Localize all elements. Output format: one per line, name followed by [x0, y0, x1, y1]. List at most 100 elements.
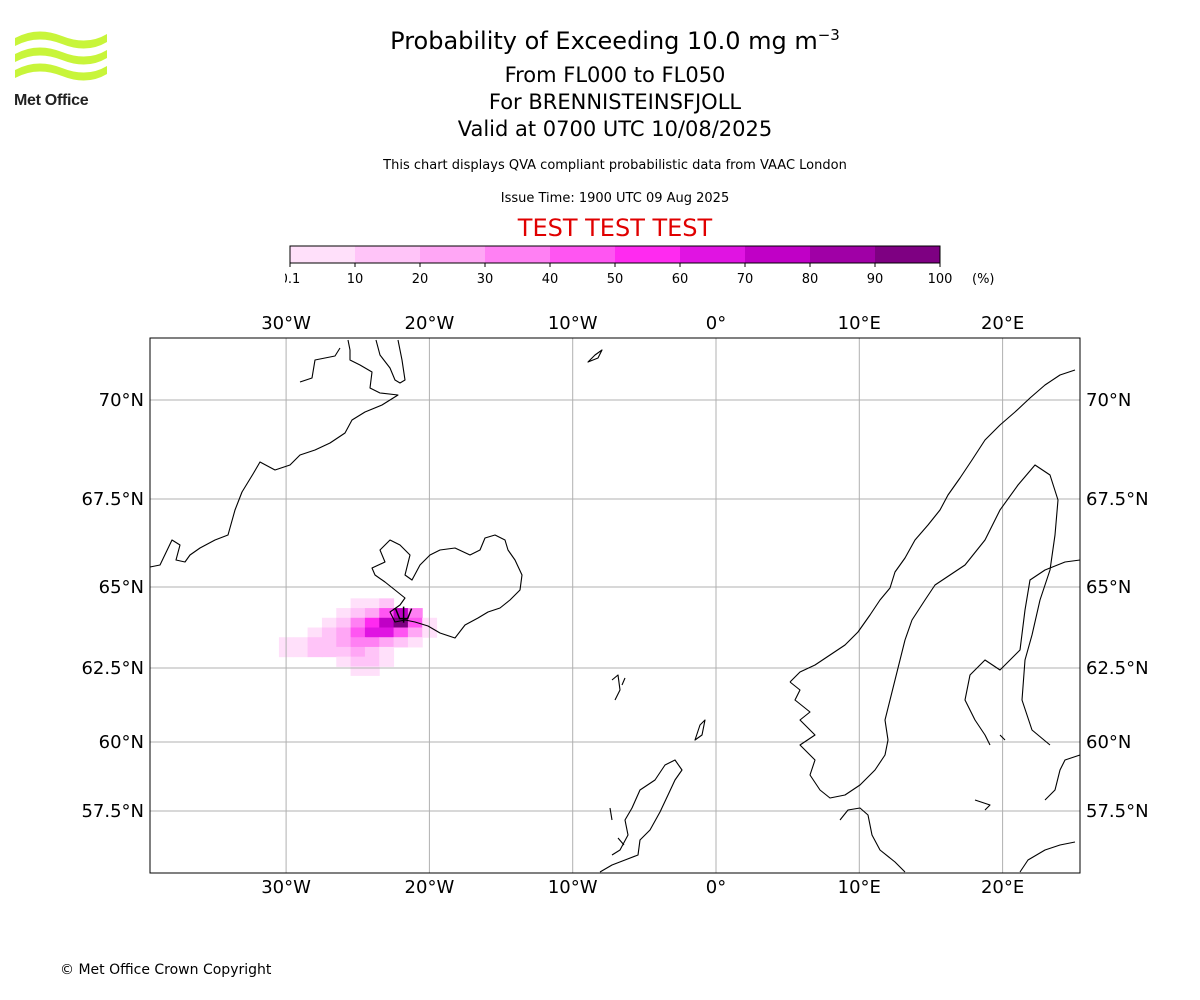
norway-coast — [789, 369, 1076, 799]
probability-cell — [393, 608, 409, 619]
lat-label-left: 70°N — [99, 390, 144, 411]
probability-cell — [379, 656, 395, 667]
iceland-coast — [371, 534, 523, 639]
probability-cell — [336, 627, 352, 638]
lat-label-right: 67.5°N — [1086, 489, 1149, 510]
lat-label-left: 67.5°N — [81, 489, 144, 510]
title-exponent: −3 — [817, 26, 840, 44]
colorbar-tick-label: 50 — [607, 272, 624, 287]
colorbar-tick-label: 0.1 — [285, 272, 300, 287]
probability-cell — [364, 637, 380, 648]
map-frame — [149, 337, 1081, 874]
coastlines — [149, 339, 1081, 873]
test-banner: TEST TEST TEST — [517, 214, 713, 242]
probability-cell — [407, 608, 423, 619]
probability-cell — [336, 608, 352, 619]
chart-title: Probability of Exceeding 10.0 mg m−3 — [0, 27, 1200, 55]
axis-labels: 30°W 30°W 20°W 20°W 10°W 10°W 0° 0° 10°E 10°E 20°E… — [81, 313, 1148, 898]
colorbar-segment — [290, 246, 355, 263]
probability-cell — [307, 627, 323, 638]
probability-cell — [336, 656, 352, 667]
lon-label-bottom: 30°W — [261, 877, 311, 898]
graticule — [150, 338, 1080, 873]
scotland-coast — [599, 759, 683, 873]
colorbar-segment — [355, 246, 420, 263]
probability-cell — [307, 637, 323, 648]
volcano-name: For BRENNISTEINSFJOLL — [488, 90, 742, 114]
probability-cell — [364, 646, 380, 658]
colorbar-tick-label: 40 — [542, 272, 559, 287]
lon-label-top: 20°W — [405, 313, 455, 334]
colorbar-tick-label: 70 — [737, 272, 754, 287]
colorbar-unit: (%) — [972, 272, 995, 287]
valid-time: Valid at 0700 UTC 10/08/2025 — [457, 117, 773, 141]
probability-cell — [336, 617, 352, 628]
probability-cell — [379, 627, 395, 638]
probability-cell — [364, 617, 380, 628]
greenland-coast — [149, 339, 399, 568]
colorbar-tick-label: 10 — [347, 272, 364, 287]
lat-label-left: 57.5°N — [81, 801, 144, 822]
volcano-symbol — [394, 606, 413, 623]
probability-cell — [379, 598, 395, 609]
shetland-coast — [694, 719, 706, 741]
probability-cell — [393, 627, 409, 638]
copyright: © Met Office Crown Copyright — [60, 962, 272, 978]
colorbar-tick-label: 60 — [672, 272, 689, 287]
volcano-marker-icon — [394, 606, 413, 623]
lon-label-bottom: 10°E — [838, 877, 881, 898]
probability-cell — [350, 656, 366, 667]
lon-label-bottom: 0° — [706, 877, 726, 898]
colorbar-tick-label: 90 — [867, 272, 884, 287]
lat-label-right: 65°N — [1086, 577, 1131, 598]
probability-cell — [350, 646, 366, 658]
lon-label-bottom: 20°E — [981, 877, 1024, 898]
probability-field — [278, 598, 438, 676]
lat-label-right: 57.5°N — [1086, 801, 1149, 822]
lat-label-right: 62.5°N — [1086, 658, 1149, 679]
probability-cell — [407, 627, 423, 638]
lon-label-top: 30°W — [261, 313, 311, 334]
greenland-coast-north — [375, 339, 406, 384]
lon-label-top: 10°E — [838, 313, 881, 334]
probability-cell — [364, 666, 380, 676]
probability-cell — [336, 637, 352, 648]
colorbar: 0.1 10 20 30 40 50 60 70 80 90 100 (%) — [285, 245, 995, 287]
probability-cell — [321, 627, 337, 638]
colorbar-segment — [420, 246, 485, 263]
lon-label-top: 20°E — [981, 313, 1024, 334]
probability-cell — [350, 598, 366, 609]
colorbar-tick-label: 100 — [928, 272, 953, 287]
probability-cell — [379, 617, 395, 628]
lat-label-right: 70°N — [1086, 390, 1131, 411]
probability-cell — [379, 637, 395, 648]
probability-cell — [350, 608, 366, 619]
colorbar-tick-label: 30 — [477, 272, 494, 287]
lon-label-bottom: 10°W — [548, 877, 598, 898]
colorbar-segment — [485, 246, 550, 263]
issue-time: Issue Time: 1900 UTC 09 Aug 2025 — [500, 191, 730, 206]
colorbar-tick-label: 80 — [802, 272, 819, 287]
colorbar-segment — [875, 246, 940, 263]
probability-cell — [321, 646, 337, 658]
probability-cell — [336, 646, 352, 658]
lat-label-left: 62.5°N — [81, 658, 144, 679]
colorbar-segment — [745, 246, 810, 263]
probability-cell — [364, 656, 380, 667]
probability-cell — [350, 637, 366, 648]
colorbar-segment — [615, 246, 680, 263]
probability-cell — [350, 617, 366, 628]
probability-cell — [379, 646, 395, 658]
colorbar-segment — [680, 246, 745, 263]
probability-cell — [407, 637, 423, 648]
lat-label-left: 65°N — [99, 577, 144, 598]
denmark-coast — [839, 807, 1076, 873]
probability-cell — [350, 666, 366, 676]
lon-label-top: 10°W — [548, 313, 598, 334]
probability-cell — [321, 617, 337, 628]
faroe-coast — [611, 674, 626, 701]
source-note: This chart displays QVA compliant probab… — [383, 158, 847, 173]
probability-cell — [407, 617, 423, 628]
lat-label-right: 60°N — [1086, 732, 1131, 753]
logo-text: Met Office — [14, 92, 89, 109]
